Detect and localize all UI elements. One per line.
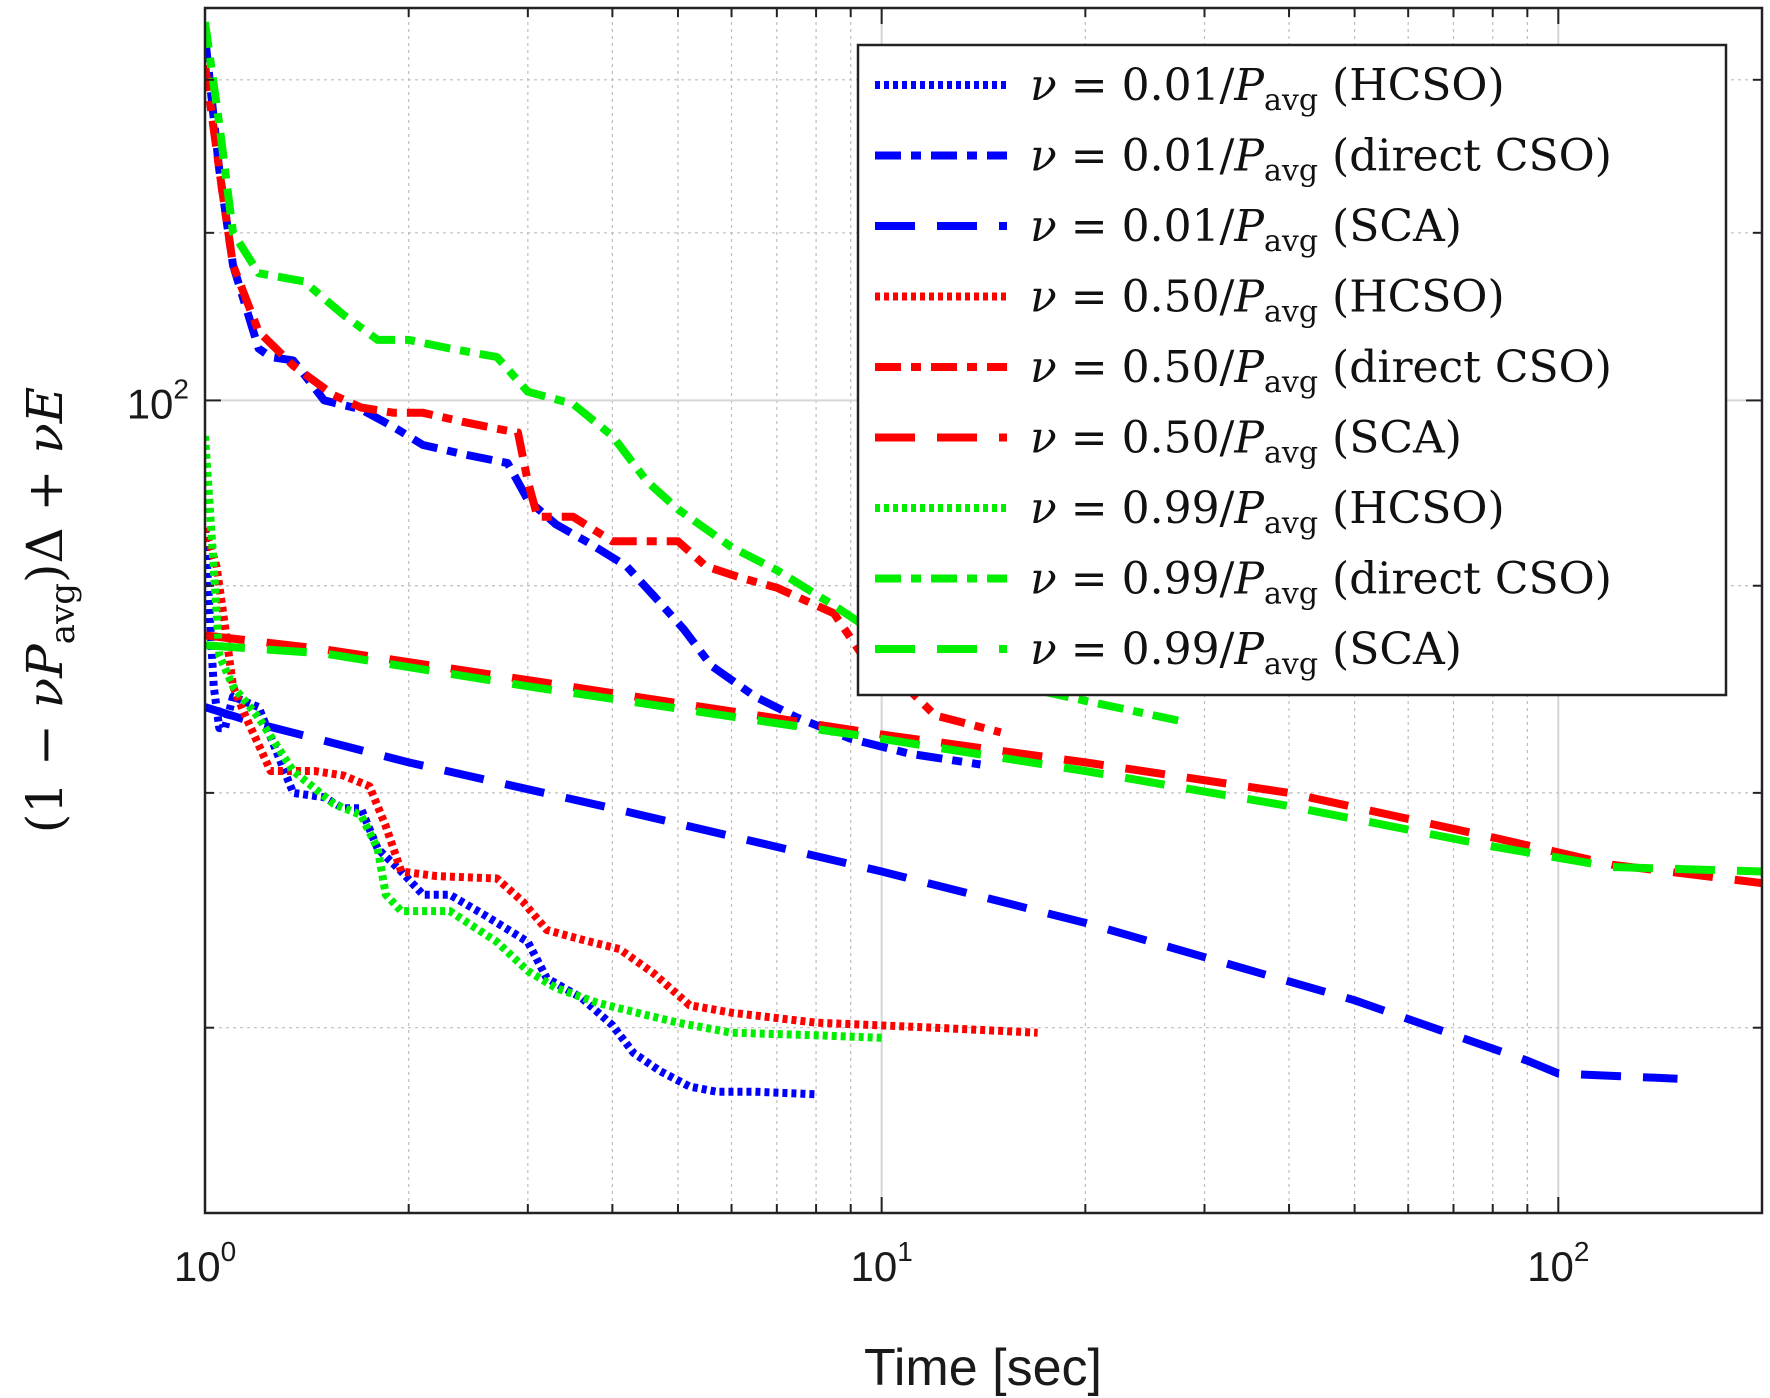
- series-line-1: [205, 35, 982, 769]
- legend-label-1: ν = 0.01/Pavg (direct CSO): [1030, 131, 1612, 189]
- x-tick-label: 101: [851, 1236, 913, 1290]
- series-line-2: [205, 703, 1678, 1083]
- svg-text:(1 − νPavg)Δ + νE: (1 − νPavg)Δ + νE: [16, 387, 83, 834]
- legend-label-3: ν = 0.50/Pavg (HCSO): [1030, 272, 1505, 330]
- series-line-5: [205, 631, 1762, 888]
- series-line-3: [205, 526, 1038, 1037]
- plot-frame: [203, 6, 1764, 1215]
- series-line-8: [205, 641, 1762, 876]
- legend-label-4: ν = 0.50/Pavg (direct CSO): [1030, 342, 1612, 400]
- series-line-0: [205, 527, 817, 1099]
- tick-labels: 100 101 102 102: [127, 8, 1762, 1290]
- x-tick-label: 100: [174, 1236, 236, 1290]
- legend-label-5: ν = 0.50/Pavg (SCA): [1030, 413, 1462, 471]
- series-line-4: [205, 64, 1002, 737]
- legend-label-2: ν = 0.01/Pavg (SCA): [1030, 201, 1462, 259]
- legend-label-6: ν = 0.99/Pavg (HCSO): [1030, 483, 1505, 541]
- legend-label-7: ν = 0.99/Pavg (direct CSO): [1030, 554, 1612, 612]
- y-axis-title: (1 − νPavg)Δ + νE: [16, 387, 83, 834]
- legend: ν = 0.01/Pavg (HCSO) ν = 0.01/Pavg (direc…: [856, 43, 1728, 697]
- x-axis-title: Time [sec]: [864, 1339, 1102, 1397]
- x-tick-label: 102: [1527, 1236, 1589, 1290]
- y-tick-label: 102: [127, 373, 189, 427]
- legend-label-0: ν = 0.01/Pavg (HCSO): [1030, 60, 1505, 118]
- legend-label-8: ν = 0.99/Pavg (SCA): [1030, 624, 1462, 682]
